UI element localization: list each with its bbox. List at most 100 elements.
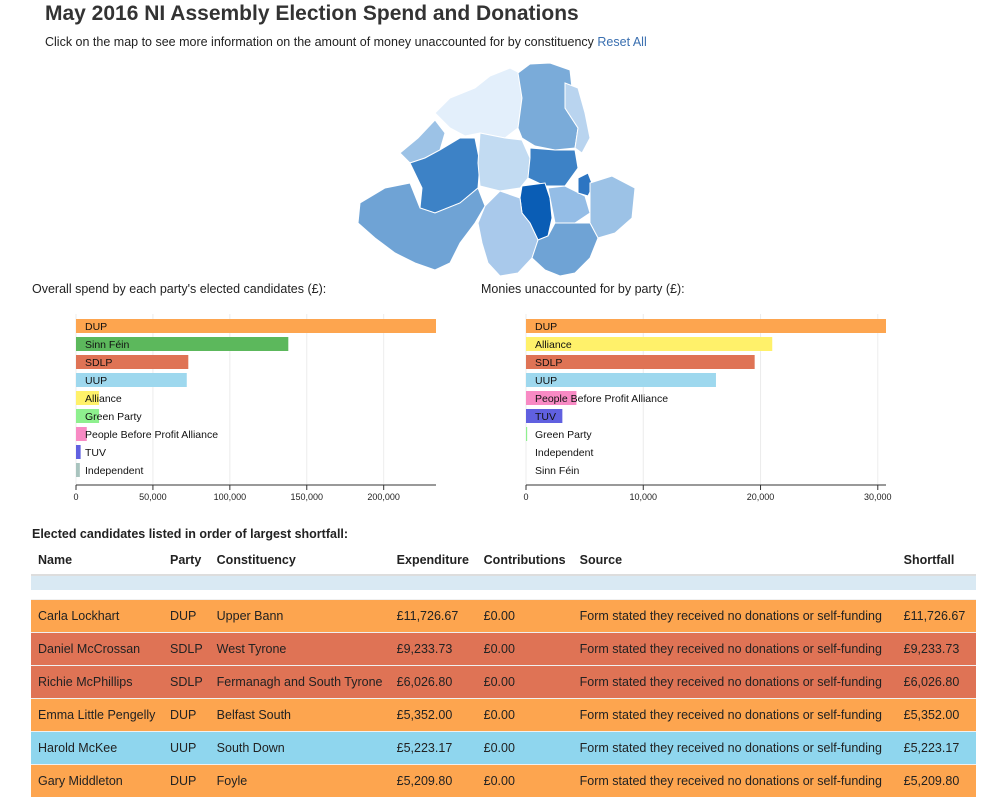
column-header-party[interactable]: Party [163, 545, 210, 575]
cell-expenditure: £11,726.67 [390, 600, 477, 633]
bar-label: Independent [85, 465, 143, 477]
bar-label: UUP [535, 375, 557, 387]
x-tick-label: 0 [523, 492, 528, 502]
cell-party: SDLP [163, 666, 210, 699]
cell-name: Richie McPhillips [31, 666, 163, 699]
cell-source: Form stated they received no donations o… [573, 600, 897, 633]
cell-expenditure: £5,352.00 [390, 699, 477, 732]
cell-name: Gary Middleton [31, 765, 163, 797]
subtitle-text: Click on the map to see more information… [45, 35, 594, 49]
cell-constituency: West Tyrone [210, 633, 390, 666]
reset-all-link[interactable]: Reset All [597, 35, 646, 49]
cell-source: Form stated they received no donations o… [573, 732, 897, 765]
cell-expenditure: £5,223.17 [390, 732, 477, 765]
cell-name: Carla Lockhart [31, 600, 163, 633]
spend-chart-title: Overall spend by each party's elected ca… [32, 282, 326, 296]
page-title: May 2016 NI Assembly Election Spend and … [45, 2, 579, 26]
bar-label: SDLP [85, 357, 112, 369]
cell-source: Form stated they received no donations o… [573, 666, 897, 699]
x-tick-label: 200,000 [367, 492, 400, 502]
cell-contributions: £0.00 [477, 666, 573, 699]
cell-constituency: Belfast South [210, 699, 390, 732]
cell-party: SDLP [163, 633, 210, 666]
bar-label: Green Party [85, 411, 142, 423]
cell-party: UUP [163, 732, 210, 765]
bar-label: People Before Profit Alliance [85, 429, 218, 441]
bar-label: TUV [85, 447, 106, 459]
constituency-map[interactable] [350, 58, 650, 280]
bar-label: People Before Profit Alliance [535, 393, 668, 405]
cell-constituency: Upper Bann [210, 600, 390, 633]
bar-label: TUV [535, 411, 556, 423]
x-tick-label: 100,000 [214, 492, 247, 502]
cell-source: Form stated they received no donations o… [573, 633, 897, 666]
cell-contributions: £0.00 [477, 732, 573, 765]
cell-constituency: South Down [210, 732, 390, 765]
bar-label: SDLP [535, 357, 562, 369]
cell-contributions: £0.00 [477, 600, 573, 633]
cell-expenditure: £9,233.73 [390, 633, 477, 666]
cell-name: Daniel McCrossan [31, 633, 163, 666]
table-filter-row [31, 575, 976, 590]
column-header-constituency[interactable]: Constituency [210, 545, 390, 575]
constituency-east-londonderry[interactable] [435, 68, 522, 138]
bar-label: Alliance [85, 393, 122, 405]
column-header-contributions[interactable]: Contributions [477, 545, 573, 575]
cell-constituency: Fermanagh and South Tyrone [210, 666, 390, 699]
constituency-strangford[interactable] [590, 176, 635, 238]
cell-contributions: £0.00 [477, 765, 573, 797]
bar-dup[interactable] [76, 319, 436, 333]
bar-green-party[interactable] [526, 427, 527, 441]
bar-label: Green Party [535, 429, 592, 441]
table-heading: Elected candidates listed in order of la… [32, 527, 348, 541]
x-tick-label: 0 [73, 492, 78, 502]
bar-tuv[interactable] [76, 445, 81, 459]
bar-label: DUP [535, 321, 557, 333]
cell-shortfall: £6,026.80 [897, 666, 976, 699]
cell-expenditure: £6,026.80 [390, 666, 477, 699]
cell-party: DUP [163, 699, 210, 732]
x-tick-label: 20,000 [747, 492, 775, 502]
bar-label: Alliance [535, 339, 572, 351]
cell-source: Form stated they received no donations o… [573, 765, 897, 797]
cell-party: DUP [163, 600, 210, 633]
x-tick-label: 150,000 [290, 492, 323, 502]
column-header-expenditure[interactable]: Expenditure [390, 545, 477, 575]
shortfall-table: Name Party Constituency Expenditure Cont… [31, 545, 976, 797]
map-instructions: Click on the map to see more information… [45, 35, 647, 49]
cell-shortfall: £11,726.67 [897, 600, 976, 633]
x-tick-label: 30,000 [864, 492, 892, 502]
column-header-name[interactable]: Name [31, 545, 163, 575]
table-header-row: Name Party Constituency Expenditure Cont… [31, 545, 976, 575]
cell-expenditure: £5,209.80 [390, 765, 477, 797]
cell-shortfall: £9,233.73 [897, 633, 976, 666]
cell-name: Harold McKee [31, 732, 163, 765]
cell-shortfall: £5,223.17 [897, 732, 976, 765]
bar-label: Sinn Féin [85, 339, 130, 351]
column-header-source[interactable]: Source [573, 545, 897, 575]
bar-label: UUP [85, 375, 107, 387]
cell-shortfall: £5,352.00 [897, 699, 976, 732]
cell-party: DUP [163, 765, 210, 797]
bar-dup[interactable] [526, 319, 886, 333]
constituency-south-antrim[interactable] [528, 148, 578, 186]
x-tick-label: 50,000 [139, 492, 167, 502]
column-header-shortfall[interactable]: Shortfall [897, 545, 976, 575]
cell-name: Emma Little Pengelly [31, 699, 163, 732]
bar-independent[interactable] [76, 463, 80, 477]
table-gap-row [31, 590, 976, 600]
unaccounted-bar-chart: 0 10,000 20,000 30,000 DUP Alliance SDLP UUP Peo… [520, 306, 900, 506]
cell-source: Form stated they received no donations o… [573, 699, 897, 732]
x-tick-label: 10,000 [629, 492, 657, 502]
cell-contributions: £0.00 [477, 633, 573, 666]
cell-constituency: Foyle [210, 765, 390, 797]
constituency-mid-ulster[interactable] [478, 133, 530, 191]
